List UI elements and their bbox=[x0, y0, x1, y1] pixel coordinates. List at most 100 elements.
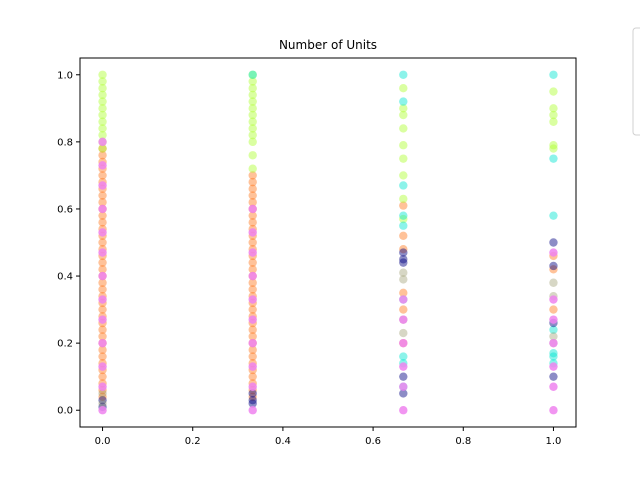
data-point bbox=[248, 211, 257, 220]
data-point bbox=[248, 248, 257, 257]
data-point bbox=[98, 83, 107, 93]
data-point bbox=[399, 305, 408, 314]
data-point bbox=[399, 221, 408, 230]
data-point bbox=[399, 315, 408, 324]
data-point bbox=[399, 295, 408, 304]
data-point bbox=[248, 228, 257, 237]
data-point bbox=[98, 248, 107, 257]
data-point bbox=[399, 389, 408, 398]
data-point bbox=[399, 255, 408, 264]
data-point bbox=[399, 181, 408, 190]
data-point bbox=[549, 315, 558, 324]
data-point bbox=[98, 362, 107, 371]
data-point bbox=[248, 382, 257, 391]
data-point bbox=[248, 392, 257, 402]
data-point bbox=[98, 161, 107, 170]
data-point bbox=[399, 211, 408, 220]
data-point bbox=[399, 288, 408, 298]
data-point bbox=[399, 124, 408, 133]
data-point bbox=[248, 238, 257, 247]
data-point bbox=[549, 382, 558, 391]
data-point bbox=[399, 194, 408, 204]
x-tick-label: 0.4 bbox=[275, 436, 291, 447]
data-point bbox=[549, 110, 558, 120]
data-point bbox=[98, 137, 107, 147]
data-point bbox=[248, 70, 257, 79]
data-point bbox=[549, 349, 558, 358]
data-point bbox=[248, 352, 257, 361]
data-point bbox=[549, 406, 558, 415]
data-point bbox=[549, 141, 558, 150]
data-point bbox=[399, 104, 408, 113]
data-point bbox=[98, 332, 107, 341]
y-tick-label: 0.4 bbox=[57, 272, 73, 283]
data-point bbox=[549, 117, 558, 126]
data-point bbox=[98, 198, 107, 207]
data-point bbox=[549, 305, 558, 314]
data-point bbox=[248, 70, 257, 79]
data-point bbox=[98, 144, 107, 153]
data-point bbox=[98, 211, 107, 220]
data-point bbox=[248, 184, 257, 194]
data-point bbox=[549, 248, 558, 257]
data-point bbox=[98, 218, 107, 227]
data-point bbox=[248, 265, 257, 274]
data-point bbox=[248, 258, 257, 267]
data-point bbox=[98, 124, 107, 133]
data-point bbox=[98, 271, 107, 281]
data-point bbox=[248, 305, 257, 314]
data-point bbox=[98, 110, 107, 120]
data-point bbox=[248, 399, 257, 408]
data-point bbox=[549, 70, 558, 79]
data-point bbox=[98, 338, 107, 348]
data-point bbox=[98, 171, 107, 180]
data-point bbox=[248, 372, 257, 381]
data-point bbox=[399, 338, 408, 348]
data-point bbox=[248, 110, 257, 120]
data-point bbox=[98, 372, 107, 381]
data-point bbox=[549, 261, 558, 271]
data-point bbox=[549, 325, 558, 334]
data-point bbox=[248, 117, 257, 126]
y-tick-label: 1.0 bbox=[57, 70, 73, 81]
data-point bbox=[98, 144, 107, 153]
data-point bbox=[98, 258, 107, 267]
y-tick-label: 0.6 bbox=[57, 204, 73, 215]
data-point bbox=[248, 406, 257, 415]
data-point bbox=[98, 204, 107, 214]
data-point bbox=[98, 395, 107, 405]
data-point bbox=[248, 90, 257, 100]
data-point bbox=[98, 191, 107, 200]
data-point bbox=[399, 258, 408, 267]
data-point bbox=[248, 171, 257, 180]
data-point bbox=[549, 144, 558, 153]
data-point bbox=[399, 352, 408, 361]
data-point bbox=[98, 382, 107, 391]
data-point bbox=[98, 345, 107, 355]
data-point bbox=[549, 352, 558, 361]
data-point bbox=[248, 130, 257, 140]
data-point bbox=[248, 325, 257, 334]
data-point bbox=[399, 406, 408, 415]
data-point bbox=[399, 110, 408, 120]
data-point bbox=[399, 214, 408, 224]
data-point bbox=[549, 154, 558, 163]
data-point bbox=[248, 278, 257, 287]
data-point bbox=[98, 77, 107, 86]
data-point bbox=[248, 389, 257, 398]
data-point bbox=[248, 97, 257, 106]
data-point bbox=[98, 406, 107, 415]
data-point bbox=[98, 278, 107, 287]
data-point bbox=[98, 104, 107, 113]
data-point bbox=[98, 392, 107, 402]
data-point bbox=[248, 164, 257, 173]
x-tick-label: 1.0 bbox=[546, 436, 562, 447]
data-point bbox=[248, 345, 257, 355]
data-point bbox=[98, 97, 107, 106]
data-point bbox=[549, 104, 558, 113]
y-axis: 0.0 0.2 0.4 0.6 0.8 1.0 bbox=[57, 70, 80, 417]
data-point bbox=[248, 332, 257, 341]
data-point bbox=[248, 285, 257, 294]
data-point bbox=[248, 218, 257, 227]
